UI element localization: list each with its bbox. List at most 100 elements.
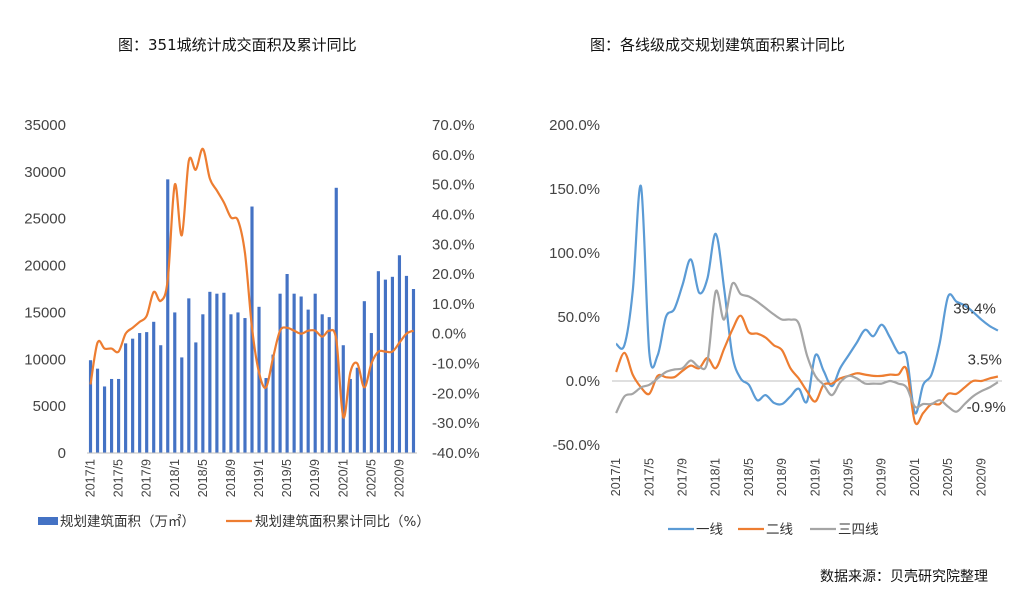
bar (278, 293, 282, 453)
bar (243, 318, 247, 453)
bar (390, 276, 395, 453)
x-tick-label: 2017/1 (84, 459, 98, 497)
bar (404, 275, 409, 453)
x-tick-label: 2020/5 (364, 459, 378, 497)
bar (131, 338, 135, 453)
bar (292, 293, 296, 453)
legend-second-tier-label: 二线 (766, 522, 793, 538)
y-left-tick-label: 30000 (24, 164, 66, 181)
y-tick-label: 0.0% (566, 373, 600, 390)
first-tier-line (615, 184, 999, 415)
y-right-tick-label: 30.0% (432, 236, 475, 253)
bar (257, 306, 261, 453)
bar (102, 386, 107, 453)
bar (236, 312, 240, 453)
x-tick-label: 2020/1 (336, 459, 350, 497)
bar (194, 342, 198, 453)
chart2-title: 图：各线级成交规划建筑面积累计同比 (590, 36, 846, 54)
bar (138, 333, 142, 453)
bar (145, 332, 149, 453)
y-left-tick-label: 35000 (24, 117, 66, 134)
y-left-tick-label: 10000 (24, 351, 66, 368)
legend-first-tier-label: 一线 (696, 522, 723, 538)
legend-label-line: 规划建筑面积累计同比（%） (255, 514, 430, 530)
bar (229, 314, 233, 453)
data-label-second-tier: 3.5% (968, 352, 1002, 369)
bar (369, 333, 373, 453)
bar (327, 317, 331, 453)
chart1-title: 图：351城统计成交面积及累计同比 (118, 36, 357, 54)
bar (264, 378, 268, 453)
y-right-tick-label: 50.0% (432, 177, 475, 194)
y-right-tick-label: 40.0% (432, 206, 475, 223)
bar (320, 314, 324, 453)
x-tick-label: 2017/5 (112, 459, 126, 497)
y-right-tick-label: 0.0% (432, 326, 466, 343)
bar (376, 271, 380, 453)
y-right-tick-label: 20.0% (432, 266, 475, 283)
bar (95, 368, 100, 453)
x-tick-label: 2018/9 (224, 459, 238, 497)
bar (201, 314, 205, 453)
y-left-tick-label: 20000 (24, 258, 66, 275)
bar (348, 378, 352, 453)
bar (215, 293, 219, 453)
y-tick-label: 200.0% (549, 117, 600, 134)
x-tick-label: 2017/9 (676, 458, 690, 496)
bar (397, 255, 402, 453)
bar (159, 345, 163, 453)
x-tick-label: 2018/5 (742, 458, 756, 496)
x-tick-label: 2019/9 (308, 459, 322, 497)
x-tick-label: 2019/9 (875, 458, 889, 496)
cumulative-yoy-line (89, 147, 414, 419)
third-fourth-tier-line (615, 281, 999, 414)
y-right-tick-label: 70.0% (432, 117, 475, 134)
bar (313, 293, 317, 453)
bar (285, 274, 289, 453)
legend-third-fourth-tier-label: 三四线 (838, 522, 879, 538)
bar (117, 378, 121, 453)
x-tick-label: 2019/5 (280, 459, 294, 497)
y-left-tick-label: 15000 (24, 304, 66, 321)
bar (208, 291, 212, 453)
x-tick-label: 2018/9 (775, 458, 789, 496)
y-tick-label: -50.0% (552, 437, 600, 454)
bar (180, 357, 184, 453)
legend-swatch-bar (38, 517, 58, 525)
bar (341, 345, 345, 453)
x-tick-label: 2018/1 (709, 458, 723, 496)
x-tick-label: 2020/1 (908, 458, 922, 496)
y-tick-label: 150.0% (549, 181, 600, 198)
bar (334, 187, 338, 453)
source-note: 数据来源：贝壳研究院整理 (820, 569, 988, 585)
y-right-tick-label: -10.0% (432, 356, 480, 373)
bar (166, 179, 170, 453)
bar (124, 343, 128, 453)
y-right-tick-label: 60.0% (432, 147, 475, 164)
x-tick-label: 2018/1 (168, 459, 182, 497)
y-right-tick-label: -20.0% (432, 385, 480, 402)
y-left-tick-label: 25000 (24, 211, 66, 228)
bar (299, 296, 303, 453)
x-tick-label: 2018/5 (196, 459, 210, 497)
y-tick-label: 100.0% (549, 245, 600, 262)
bar (88, 360, 93, 453)
bar (152, 321, 156, 453)
bar (173, 312, 177, 453)
bar (109, 378, 114, 453)
data-label-third-fourth-tier: -0.9% (967, 399, 1006, 416)
x-tick-label: 2017/5 (642, 458, 656, 496)
y-right-tick-label: -30.0% (432, 415, 480, 432)
data-label-first-tier: 39.4% (953, 301, 996, 318)
x-tick-label: 2019/1 (808, 458, 822, 496)
x-tick-label: 2019/1 (252, 459, 266, 497)
bar (411, 289, 416, 453)
y-left-tick-label: 0 (58, 445, 66, 462)
legend-label-bar: 规划建筑面积（万㎡） (60, 514, 195, 530)
x-tick-label: 2017/9 (140, 459, 154, 497)
y-tick-label: 50.0% (557, 309, 600, 326)
y-right-tick-label: 10.0% (432, 296, 475, 313)
x-tick-label: 2019/5 (841, 458, 855, 496)
x-tick-label: 2020/5 (941, 458, 955, 496)
y-right-tick-label: -40.0% (432, 445, 480, 462)
